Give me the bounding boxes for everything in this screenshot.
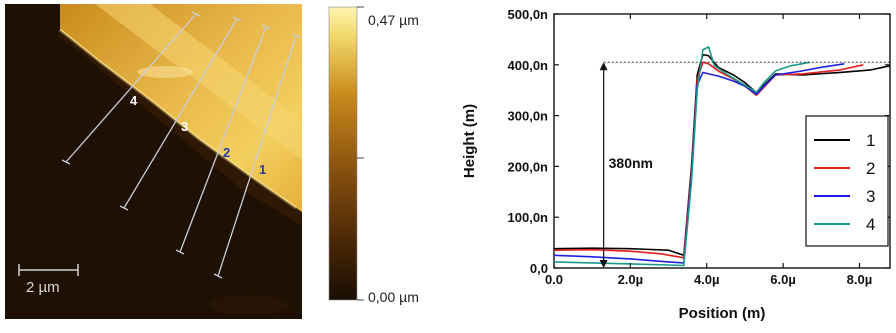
height-profile-chart: 0.0 2.0µ 4.0µ 6.0µ 8.0µ 0,0 100,0n 200,0n 300,0n… bbox=[461, 7, 891, 322]
afm-image-panel: 1 2 3 4 2 µm bbox=[0, 0, 312, 328]
series-line-4 bbox=[553, 46, 810, 267]
colorbar-panel: 0,47 µm 0,00 µm bbox=[320, 0, 440, 328]
legend-label-1: 1 bbox=[866, 131, 875, 150]
x-tick-label: 2.0µ bbox=[618, 272, 644, 287]
legend: 1 2 3 4 bbox=[805, 115, 889, 247]
x-axis-label: Position (m) bbox=[679, 305, 766, 322]
axes-layer: 0.0 2.0µ 4.0µ 6.0µ 8.0µ 0,0 100,0n 200,0n 300,0n… bbox=[508, 7, 890, 287]
legend-label-3: 3 bbox=[866, 187, 875, 206]
arrow-head-down bbox=[599, 260, 608, 268]
profile-line-1 bbox=[217, 35, 297, 277]
surface-feature bbox=[137, 66, 193, 78]
y-tick-label: 400,0n bbox=[508, 58, 549, 73]
series-layer bbox=[553, 46, 891, 267]
plot-border bbox=[553, 13, 891, 269]
y-tick-label: 500,0n bbox=[508, 7, 549, 22]
profile-lines bbox=[65, 13, 297, 277]
afm-image: 1 2 3 4 2 µm bbox=[5, 4, 302, 319]
legend-label-2: 2 bbox=[866, 159, 875, 178]
bright-stripe bbox=[95, 4, 302, 160]
line-label-2: 2 bbox=[223, 145, 230, 160]
plateau-region bbox=[60, 4, 302, 212]
annotation-layer: 380nm bbox=[599, 61, 890, 268]
y-tick-label: 100,0n bbox=[508, 210, 549, 225]
substrate-feature bbox=[210, 295, 290, 315]
colorbar-gradient bbox=[328, 6, 358, 301]
y-tick-label: 300,0n bbox=[508, 109, 549, 124]
x-tick-label: 0.0 bbox=[545, 272, 563, 287]
x-tick-label: 6.0µ bbox=[770, 272, 796, 287]
series-line-3 bbox=[553, 63, 845, 264]
legend-label-4: 4 bbox=[866, 215, 875, 234]
line-label-4: 4 bbox=[130, 93, 138, 108]
profile-line-3 bbox=[123, 18, 238, 209]
profile-line-2 bbox=[179, 26, 267, 253]
x-tick-label: 8.0µ bbox=[847, 272, 873, 287]
profile-line-4 bbox=[65, 13, 197, 163]
line-label-3: 3 bbox=[181, 119, 188, 134]
height-annotation-label: 380nm bbox=[609, 155, 653, 171]
scale-bar bbox=[18, 264, 79, 276]
profile-chart-panel: 0.0 2.0µ 4.0µ 6.0µ 8.0µ 0,0 100,0n 200,0n 300,0n… bbox=[440, 0, 896, 328]
y-axis-label: Height (m) bbox=[461, 104, 478, 178]
legend-box bbox=[805, 115, 889, 247]
y-tick-label: 200,0n bbox=[508, 159, 549, 174]
x-tick-label: 4.0µ bbox=[694, 272, 720, 287]
scale-bar-label: 2 µm bbox=[26, 279, 60, 296]
edge-shadow bbox=[58, 30, 302, 226]
y-tick-label: 0,0 bbox=[530, 261, 548, 276]
line-label-1: 1 bbox=[259, 162, 266, 177]
colorbar-min-label: 0,00 µm bbox=[368, 289, 419, 305]
arrow-head-up bbox=[599, 62, 608, 71]
plot-area bbox=[553, 13, 891, 269]
colorbar-max-label: 0,47 µm bbox=[368, 12, 419, 28]
series-line-1 bbox=[553, 53, 891, 257]
